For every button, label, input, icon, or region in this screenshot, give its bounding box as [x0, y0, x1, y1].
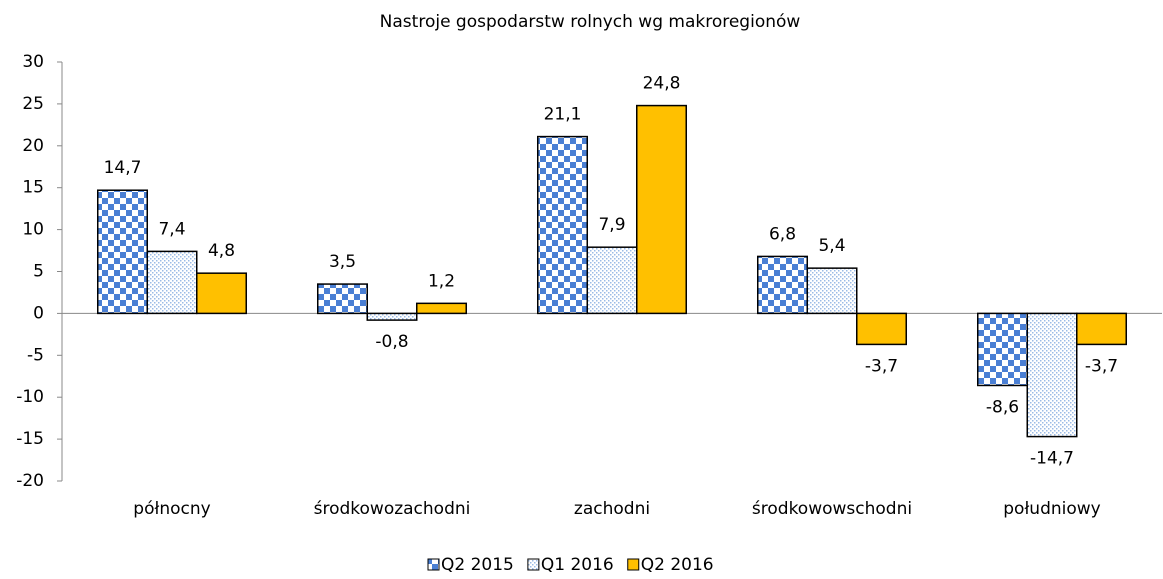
y-tick-label: -15 — [16, 429, 44, 449]
bar — [1026, 312, 1078, 438]
y-tick-label: 0 — [33, 303, 44, 323]
bar — [196, 272, 247, 315]
bar — [636, 104, 687, 315]
data-label: 7,9 — [598, 215, 625, 235]
bar — [366, 312, 418, 321]
bar — [416, 302, 467, 315]
data-label: 4,8 — [208, 241, 235, 261]
legend-swatch — [427, 558, 440, 571]
y-tick-label: 15 — [22, 178, 44, 198]
chart-title: Nastroje gospodarstw rolnych wg makroreg… — [380, 12, 801, 32]
data-label: 14,7 — [104, 158, 142, 178]
bar — [317, 283, 368, 315]
x-tick-label: środkowowschodni — [752, 499, 912, 519]
x-tick-label: północny — [133, 499, 210, 519]
data-label: -14,7 — [1030, 449, 1074, 469]
bar — [1076, 312, 1127, 346]
bar — [977, 312, 1028, 387]
data-label: 5,4 — [818, 236, 845, 256]
x-tick-label: środkowozachodni — [314, 499, 471, 519]
x-tick-label: zachodni — [574, 499, 650, 519]
data-label: 24,8 — [643, 74, 681, 94]
bar — [806, 267, 858, 315]
x-tick-label: południowy — [1003, 499, 1100, 519]
legend-swatch — [527, 558, 540, 571]
y-tick-label: 20 — [22, 136, 44, 156]
data-label: -0,8 — [375, 332, 408, 352]
y-tick-label: -5 — [27, 345, 44, 365]
data-label: 21,1 — [544, 105, 582, 125]
y-tick-label: 25 — [22, 94, 44, 114]
bar — [537, 135, 588, 315]
y-tick-label: 5 — [33, 262, 44, 282]
bar — [757, 255, 808, 315]
y-tick-label: -20 — [16, 471, 44, 491]
data-label: 1,2 — [428, 271, 455, 291]
legend-swatch — [627, 558, 640, 571]
data-label: -3,7 — [1085, 356, 1118, 376]
y-tick-label: 10 — [22, 220, 44, 240]
bar — [146, 250, 198, 315]
bar — [856, 312, 907, 346]
legend-label: Q2 2015 — [441, 555, 514, 575]
y-tick-label: -10 — [16, 387, 44, 407]
data-label: 7,4 — [158, 219, 185, 239]
data-label: -8,6 — [986, 397, 1019, 417]
data-label: -3,7 — [865, 356, 898, 376]
data-label: 3,5 — [329, 252, 356, 272]
legend-label: Q1 2016 — [541, 555, 614, 575]
legend-label: Q2 2016 — [641, 555, 714, 575]
bar — [97, 189, 148, 315]
y-tick-label: 30 — [22, 52, 44, 72]
data-label: 6,8 — [769, 224, 796, 244]
bar — [586, 246, 638, 315]
